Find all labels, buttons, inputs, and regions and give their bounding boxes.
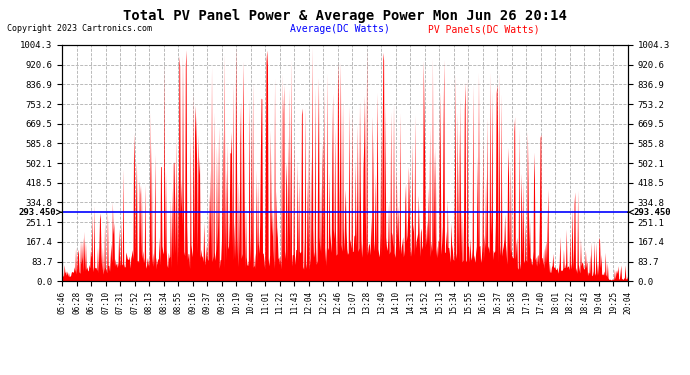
Text: Average(DC Watts): Average(DC Watts): [290, 24, 390, 34]
Text: 293.450: 293.450: [628, 208, 671, 217]
Text: PV Panels(DC Watts): PV Panels(DC Watts): [428, 24, 540, 34]
Text: Copyright 2023 Cartronics.com: Copyright 2023 Cartronics.com: [7, 24, 152, 33]
Text: Total PV Panel Power & Average Power Mon Jun 26 20:14: Total PV Panel Power & Average Power Mon…: [123, 9, 567, 23]
Text: 293.450: 293.450: [19, 208, 62, 217]
